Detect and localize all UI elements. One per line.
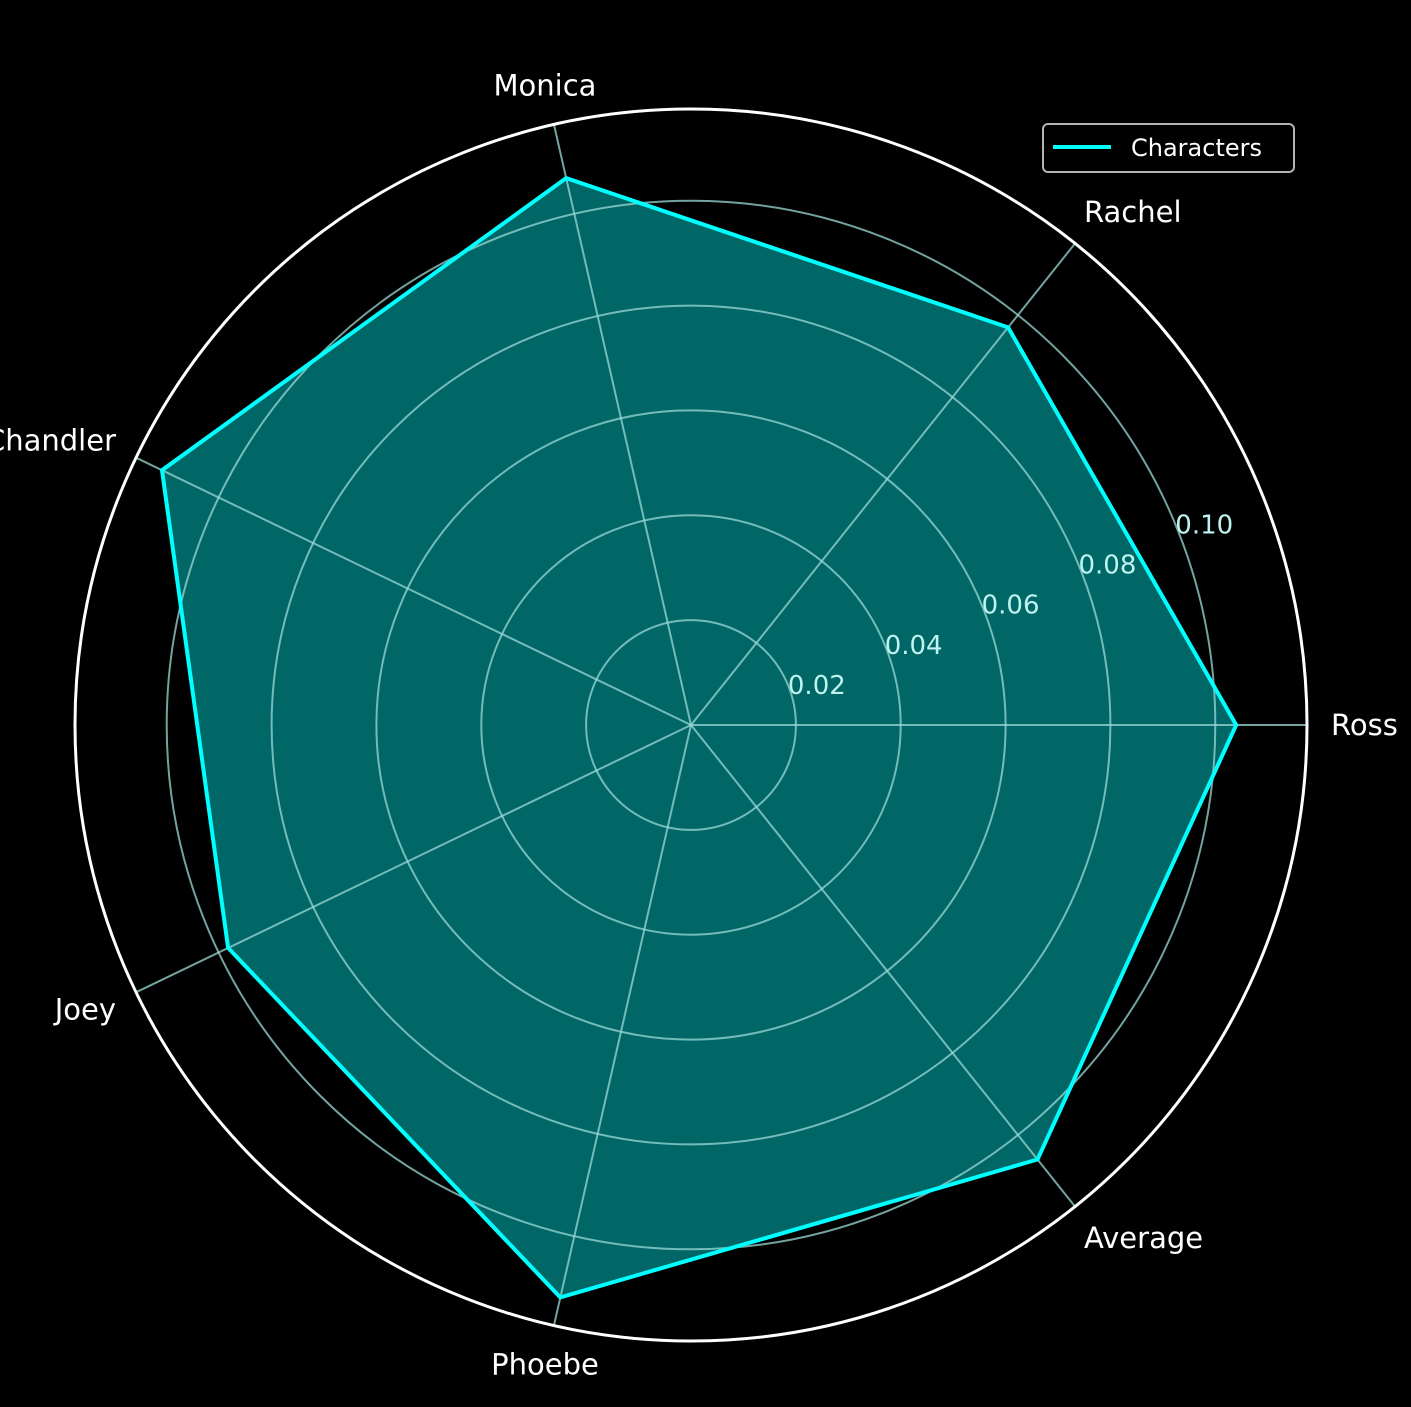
spoke-chandler [135,456,692,726]
radial-tick-label-3: 0.06 [982,591,1040,621]
series-layer [159,175,1239,1300]
category-label-rachel: Rachel [1084,195,1182,229]
legend: Characters [1042,123,1295,173]
radial-tick-label-1: 0.02 [788,671,846,701]
legend-frame [1042,123,1295,173]
label-layer: Ross Rachel Monica Chandler Joey Phoebe Averag… [0,68,1398,1381]
radial-tick-label-5: 0.10 [1175,510,1233,540]
spoke-monica [552,124,692,726]
spoke-phoebe [552,724,692,1326]
spoke-average [690,724,1076,1208]
spoke-rachel [690,242,1076,726]
category-label-average: Average [1084,1221,1203,1255]
outer-ring [73,107,1309,1343]
category-label-joey: Joey [53,993,116,1027]
category-label-chandler: Chandler [0,423,116,457]
category-label-phoebe: Phoebe [491,1348,599,1382]
radial-tick-label-2: 0.04 [885,631,943,661]
series-area [162,178,1237,1298]
grid-layer [73,107,1309,1343]
category-label-ross: Ross [1331,708,1398,742]
series-line [159,175,1239,1300]
radial-tick-label-4: 0.08 [1079,551,1137,581]
series-fill-layer [162,178,1237,1298]
legend-label: Characters [1131,134,1262,162]
category-label-monica: Monica [494,68,597,102]
